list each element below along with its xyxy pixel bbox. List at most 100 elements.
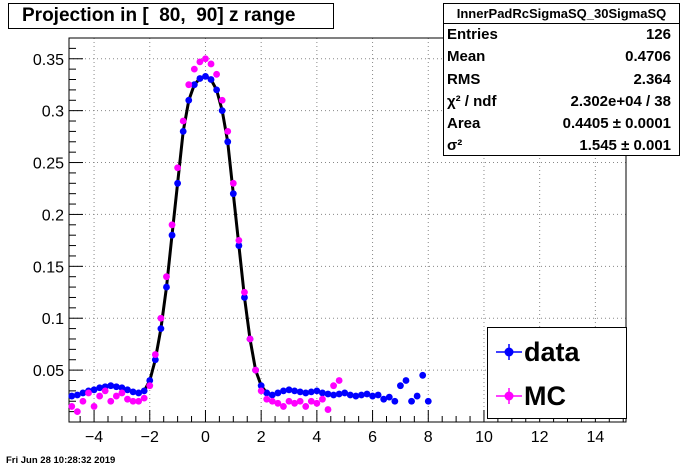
data-point [291,387,298,395]
data-point [257,382,265,390]
data-point [157,314,165,322]
data-point [124,395,131,403]
data-point [374,391,382,399]
data-point [246,335,254,343]
data-point [263,395,271,403]
data-point [419,371,427,379]
data-point [213,86,221,94]
data-point [319,395,326,403]
x-tick-label: 2 [257,429,266,446]
data-point [296,388,304,396]
data-point [363,390,371,398]
data-point [235,236,243,244]
data-point [202,73,209,80]
data-point [96,392,104,400]
data-point [179,117,187,125]
y-tick-label: 0.15 [33,259,64,276]
stats-label: Area [447,115,481,133]
data-point [146,377,154,384]
data-point [263,389,271,397]
timestamp-footer: Fri Jun 28 10:28:32 2019 [6,455,116,466]
data-point [335,377,343,384]
data-point [369,392,376,400]
data-point [257,387,265,395]
data-point [341,389,349,397]
data-point [174,164,182,172]
data-point [324,406,332,413]
data-point [285,397,293,405]
data-point [268,391,276,399]
data-point [129,397,137,405]
x-tick-label: 10 [475,429,493,446]
legend-marker-mc [496,388,522,404]
data-point [330,382,337,390]
stats-value: 2.364 [633,70,671,88]
data-point [397,382,404,390]
y-tick-label: 0.35 [33,52,64,69]
data-point [124,386,131,394]
data-point [229,190,237,198]
stats-row-entries: Entries 126 [444,24,679,46]
stats-row-sigma2: σ² 1.545 ± 0.001 [444,135,679,157]
data-point [68,403,76,410]
data-point [218,96,226,104]
data-point [168,221,176,229]
data-point [252,366,259,374]
x-tick-label: −4 [85,429,103,446]
data-point [296,397,304,405]
data-point [346,391,354,399]
data-point [335,390,343,398]
data-point [302,389,310,397]
data-point [118,384,126,392]
data-point [302,403,310,410]
data-point [129,388,137,396]
data-point [324,390,332,398]
data-point [391,397,399,405]
data-point [190,65,198,73]
stats-label: Mean [447,48,486,66]
data-point [402,377,410,384]
x-tick-label: 6 [368,429,377,446]
data-point [213,70,221,78]
data-point [218,107,226,115]
data-point [280,387,287,395]
x-tick-label: 0 [201,429,210,446]
data-point [135,397,143,405]
data-point [179,128,187,135]
x-tick-label: 14 [586,429,604,446]
data-point [163,283,170,291]
data-point [79,389,87,397]
data-point [358,391,365,399]
data-point [307,397,315,405]
data-point [241,294,248,301]
stats-value: 0.4405 ± 0.0001 [562,115,671,133]
legend-label: data [524,337,580,367]
data-point [185,96,193,104]
legend-entry-mc: MC [488,376,626,416]
data-point [268,397,276,405]
data-point [385,393,393,401]
data-point [68,392,76,400]
data-point [146,382,154,390]
data-point [73,391,81,399]
legend-entry-data: data [488,332,626,372]
data-point [207,76,215,83]
data-point [101,387,109,395]
x-tick-label: 8 [424,429,433,446]
data-point [196,75,204,82]
x-tick-label: 4 [312,429,321,446]
stats-row-mean: Mean 0.4706 [444,46,679,68]
data-point [313,387,321,395]
data-point [408,397,415,405]
data-point [413,392,421,400]
x-tick-label: 12 [531,429,549,446]
data-point [196,58,204,66]
data-point [107,382,115,390]
data-point [185,81,193,89]
data-point [79,397,87,405]
data-point [168,231,176,239]
data-point [135,389,143,397]
data-point [118,389,126,397]
stats-label: χ² / ndf [447,92,497,110]
data-point [140,387,148,395]
